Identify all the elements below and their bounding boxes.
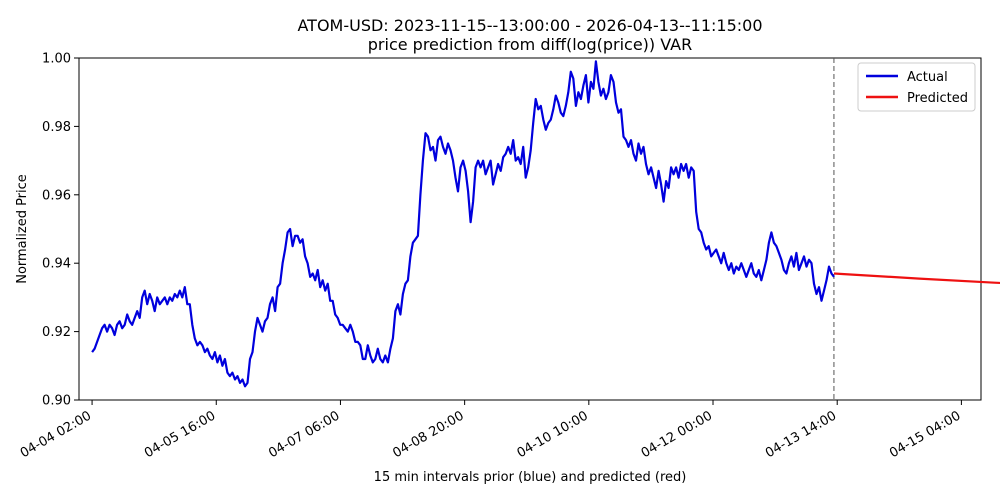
plot-area: [78, 57, 982, 401]
x-axis: 04-04 02:00 04-05 16:00 04-07 06:00 04-08 2…: [18, 400, 963, 461]
y-axis: 0.90 0.92 0.94 0.96 0.98 1.00: [42, 52, 79, 409]
y-tick-label: 0.98: [42, 120, 71, 135]
y-axis-label: Normalized Price: [15, 174, 30, 284]
y-tick-label: 0.92: [42, 325, 71, 340]
plot-frame: [78, 57, 982, 401]
y-tick-label: 1.00: [42, 52, 71, 67]
y-tick-label: 0.96: [42, 188, 71, 203]
x-tick-label: 04-13 14:00: [763, 408, 839, 461]
x-tick-label: 04-12 00:00: [639, 408, 715, 461]
legend: Actual Predicted: [857, 62, 976, 112]
legend-label-predicted: Predicted: [907, 91, 968, 106]
y-tick-label: 0.90: [42, 394, 71, 409]
x-tick-label: 04-10 10:00: [515, 408, 591, 461]
x-tick-label: 04-15 04:00: [887, 408, 963, 461]
chart-subtitle: price prediction from diff(log(price)) V…: [368, 35, 692, 54]
x-tick-label: 04-05 16:00: [142, 408, 218, 461]
x-tick-label: 04-08 20:00: [390, 408, 466, 461]
x-tick-label: 04-07 06:00: [266, 408, 342, 461]
x-axis-label: 15 min intervals prior (blue) and predic…: [374, 470, 687, 485]
y-tick-label: 0.94: [42, 257, 71, 272]
chart-title: ATOM-USD: 2023-11-15--13:00:00 - 2026-04…: [297, 16, 762, 35]
legend-label-actual: Actual: [907, 70, 948, 85]
series-layer: [91, 58, 1000, 400]
series-line-predicted: [833, 272, 1000, 285]
series-line-actual: [91, 60, 835, 388]
x-tick-label: 04-04 02:00: [18, 408, 94, 461]
